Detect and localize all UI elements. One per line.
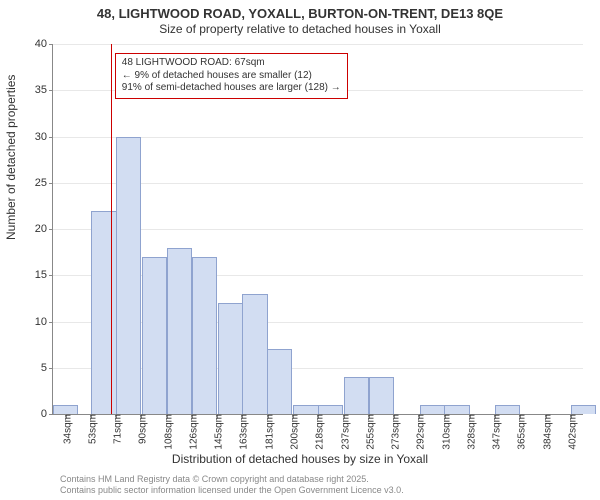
x-tick-label: 347sqm xyxy=(488,414,503,450)
x-tick-label: 53sqm xyxy=(83,414,98,444)
y-tick-label: 20 xyxy=(35,223,53,235)
x-tick-label: 163sqm xyxy=(235,414,250,450)
x-tick-label: 310sqm xyxy=(437,414,452,450)
histogram-bar xyxy=(142,257,167,414)
histogram-bar xyxy=(420,405,445,414)
x-tick-label: 273sqm xyxy=(387,414,402,450)
histogram-bar xyxy=(116,137,141,415)
x-tick-label: 126sqm xyxy=(184,414,199,450)
histogram-bar xyxy=(167,248,192,415)
grid-line xyxy=(53,44,583,45)
y-tick-label: 5 xyxy=(41,362,53,374)
histogram-bar xyxy=(444,405,469,414)
histogram-bar xyxy=(53,405,78,414)
histogram-bar xyxy=(192,257,217,414)
x-tick-label: 402sqm xyxy=(563,414,578,450)
attribution-line1: Contains HM Land Registry data © Crown c… xyxy=(60,474,369,484)
annotation-line3: 91% of semi-detached houses are larger (… xyxy=(122,82,341,95)
x-tick-label: 71sqm xyxy=(109,414,124,444)
x-tick-label: 34sqm xyxy=(58,414,73,444)
x-tick-label: 384sqm xyxy=(538,414,553,450)
property-marker-line xyxy=(111,44,112,414)
y-axis-label: Number of detached properties xyxy=(4,75,18,240)
plot-area: 051015202530354034sqm53sqm71sqm90sqm108s… xyxy=(52,44,583,415)
x-tick-label: 255sqm xyxy=(361,414,376,450)
histogram-bar xyxy=(318,405,343,414)
y-tick-label: 35 xyxy=(35,84,53,96)
chart-title-line2: Size of property relative to detached ho… xyxy=(0,22,600,36)
x-tick-label: 108sqm xyxy=(159,414,174,450)
annotation-box: 48 LIGHTWOOD ROAD: 67sqm← 9% of detached… xyxy=(115,53,348,99)
x-tick-label: 90sqm xyxy=(134,414,149,444)
histogram-bar xyxy=(495,405,520,414)
y-tick-label: 10 xyxy=(35,316,53,328)
x-tick-label: 200sqm xyxy=(286,414,301,450)
y-tick-label: 0 xyxy=(41,408,53,420)
histogram-bar xyxy=(293,405,318,414)
x-tick-label: 218sqm xyxy=(311,414,326,450)
x-tick-label: 292sqm xyxy=(412,414,427,450)
x-tick-label: 145sqm xyxy=(210,414,225,450)
histogram-bar xyxy=(242,294,267,414)
annotation-line2: ← 9% of detached houses are smaller (12) xyxy=(122,70,341,83)
histogram-bar xyxy=(571,405,596,414)
histogram-bar xyxy=(91,211,116,415)
x-tick-label: 181sqm xyxy=(260,414,275,450)
x-tick-label: 237sqm xyxy=(336,414,351,450)
chart-title-line1: 48, LIGHTWOOD ROAD, YOXALL, BURTON-ON-TR… xyxy=(0,6,600,21)
y-tick-label: 15 xyxy=(35,269,53,281)
annotation-line1: 48 LIGHTWOOD ROAD: 67sqm xyxy=(122,57,341,70)
y-tick-label: 40 xyxy=(35,38,53,50)
x-tick-label: 365sqm xyxy=(513,414,528,450)
y-tick-label: 30 xyxy=(35,131,53,143)
x-tick-label: 328sqm xyxy=(462,414,477,450)
histogram-bar xyxy=(267,349,292,414)
chart-container: 48, LIGHTWOOD ROAD, YOXALL, BURTON-ON-TR… xyxy=(0,0,600,500)
attribution-line2: Contains public sector information licen… xyxy=(60,485,404,495)
histogram-bar xyxy=(218,303,243,414)
histogram-bar xyxy=(369,377,394,414)
y-tick-label: 25 xyxy=(35,177,53,189)
x-axis-label: Distribution of detached houses by size … xyxy=(0,452,600,466)
histogram-bar xyxy=(344,377,369,414)
